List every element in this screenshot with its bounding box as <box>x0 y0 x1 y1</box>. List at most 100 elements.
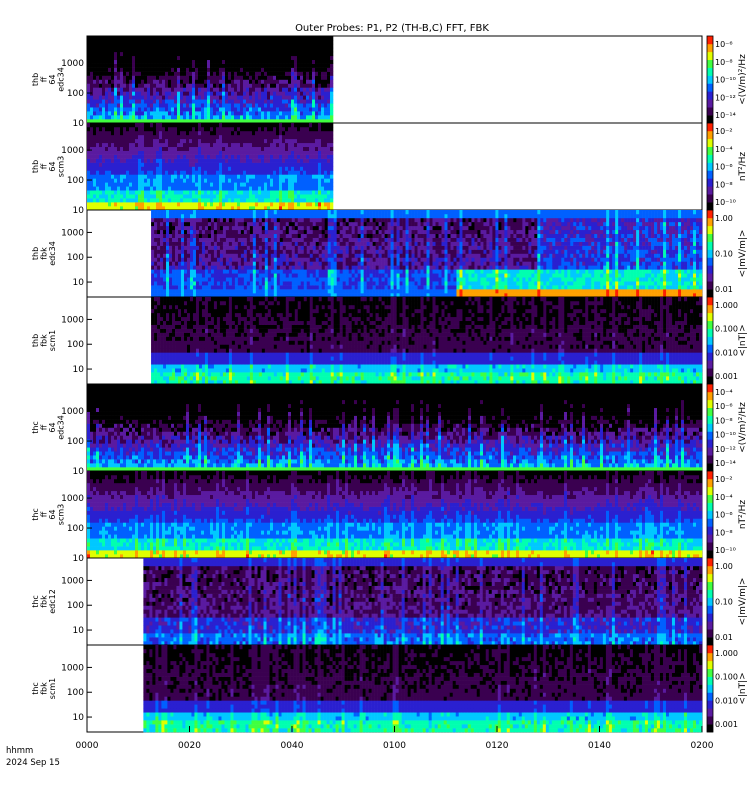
colorbar-step <box>707 131 713 139</box>
y-tick-label: 10 <box>73 278 85 288</box>
colorbar-tick-label: 0.010 <box>715 348 738 357</box>
colorbar-tick-label: 10⁻¹⁰ <box>715 431 736 440</box>
colorbar-tick-label: 10⁻⁴ <box>715 388 733 397</box>
colorbar-step <box>707 107 713 115</box>
ylabel-line: scm1 <box>48 678 57 699</box>
x-tick-label: 0120 <box>486 741 509 751</box>
colorbar-step <box>707 392 713 400</box>
colorbar-step <box>707 653 713 661</box>
colorbar-step <box>707 60 713 68</box>
colorbar-step <box>707 613 713 621</box>
panels-group: 100010010thbff64edc3410⁻⁶10⁻⁸10⁻¹⁰10⁻¹²1… <box>31 36 748 732</box>
colorbar: 1.0000.1000.0100.001<|nT|> <box>707 297 748 384</box>
colorbar-tick-label: 10⁻¹⁴ <box>715 111 736 120</box>
colorbar-step <box>707 495 713 503</box>
ylabel-line: edc34 <box>57 67 66 92</box>
colorbar-step <box>707 313 713 321</box>
colorbar-tick-label: 0.01 <box>715 285 733 294</box>
colorbar-step <box>707 76 713 84</box>
x-tick-label: 0200 <box>691 741 714 751</box>
spectrogram-image <box>87 471 702 558</box>
colorbar-step <box>707 352 713 360</box>
colorbar: 1.0000.1000.0100.001<|nT|> <box>707 645 748 732</box>
colorbar-step <box>707 163 713 171</box>
colorbar-tick-label: 10⁻⁸ <box>715 528 733 537</box>
colorbar-tick-label: 10⁻⁴ <box>715 493 733 502</box>
colorbar-step <box>707 210 713 218</box>
panel-2: 100010010thbff64scm310⁻²10⁻⁴10⁻⁶10⁻⁸10⁻¹… <box>31 123 748 216</box>
colorbar-step <box>707 36 713 44</box>
x-tick-label: 0020 <box>178 741 201 751</box>
colorbar-tick-label: 0.10 <box>715 598 733 607</box>
panel-ylabel: thcfbkscm1 <box>31 678 57 699</box>
colorbar-step <box>707 147 713 155</box>
colorbar-step <box>707 447 713 455</box>
colorbar-step <box>707 139 713 147</box>
colorbar-label: <|mV/m|> <box>738 230 748 278</box>
y-tick-label: 1000 <box>61 315 84 325</box>
colorbar-step <box>707 645 713 653</box>
colorbar-step <box>707 408 713 416</box>
colorbar-tick-label: 10⁻⁶ <box>715 511 733 520</box>
colorbar-step <box>707 265 713 273</box>
spectrogram-image <box>151 210 702 297</box>
colorbar-step <box>707 250 713 258</box>
colorbar-step <box>707 574 713 582</box>
ylabel-line: scm3 <box>57 504 66 525</box>
colorbar-tick-label: 0.100 <box>715 673 738 682</box>
ylabel-line: edc34 <box>57 415 66 440</box>
colorbar-tick-label: 0.010 <box>715 696 738 705</box>
colorbar-tick-label: 10⁻⁶ <box>715 163 733 172</box>
colorbar-step <box>707 368 713 376</box>
colorbar-step <box>707 590 713 598</box>
y-tick-label: 1000 <box>61 228 84 238</box>
colorbar-step <box>707 305 713 313</box>
panel-ylabel: thcff64edc34 <box>31 415 66 440</box>
x-tick-label: 0140 <box>588 741 611 751</box>
colorbar-tick-label: 0.10 <box>715 250 733 259</box>
colorbar-step <box>707 598 713 606</box>
colorbar-step <box>707 463 713 471</box>
panel-4: 100010010thbfbkscm11.0000.1000.0100.001<… <box>31 297 748 384</box>
colorbar-step <box>707 542 713 550</box>
colorbar-step <box>707 424 713 432</box>
colorbar-step <box>707 566 713 574</box>
colorbar-step <box>707 384 713 392</box>
colorbar-step <box>707 669 713 677</box>
colorbar-tick-label: 10⁻⁴ <box>715 145 733 154</box>
spectrogram-image <box>87 36 333 123</box>
colorbar-step <box>707 226 713 234</box>
footer-date: 2024 Sep 15 <box>6 758 60 768</box>
x-tick-label: 0040 <box>281 741 304 751</box>
y-tick-label: 100 <box>67 601 84 611</box>
colorbar-step <box>707 170 713 178</box>
colorbar-tick-label: 1.00 <box>715 562 733 571</box>
colorbar-step <box>707 289 713 297</box>
colorbar-step <box>707 518 713 526</box>
colorbar-step <box>707 605 713 613</box>
colorbar-step <box>707 700 713 708</box>
colorbar-step <box>707 503 713 511</box>
panel-ylabel: thbfbkscm1 <box>31 330 57 351</box>
y-tick-label: 100 <box>67 176 84 186</box>
colorbar-step <box>707 526 713 534</box>
colorbar-step <box>707 83 713 91</box>
ylabel-line: scm3 <box>57 156 66 177</box>
y-tick-label: 1000 <box>61 576 84 586</box>
colorbar-step <box>707 455 713 463</box>
colorbar-step <box>707 692 713 700</box>
panel-ylabel: thbff64scm3 <box>31 156 66 177</box>
colorbar-step <box>707 724 713 732</box>
colorbar-tick-label: 10⁻¹² <box>715 445 736 454</box>
y-tick-label: 10 <box>73 626 85 636</box>
colorbar-tick-label: 10⁻⁶ <box>715 402 733 411</box>
colorbar-step <box>707 186 713 194</box>
colorbar-step <box>707 202 713 210</box>
colorbar-step <box>707 716 713 724</box>
y-tick-label: 10 <box>73 119 85 129</box>
colorbar-tick-label: 10⁻⁸ <box>715 180 733 189</box>
